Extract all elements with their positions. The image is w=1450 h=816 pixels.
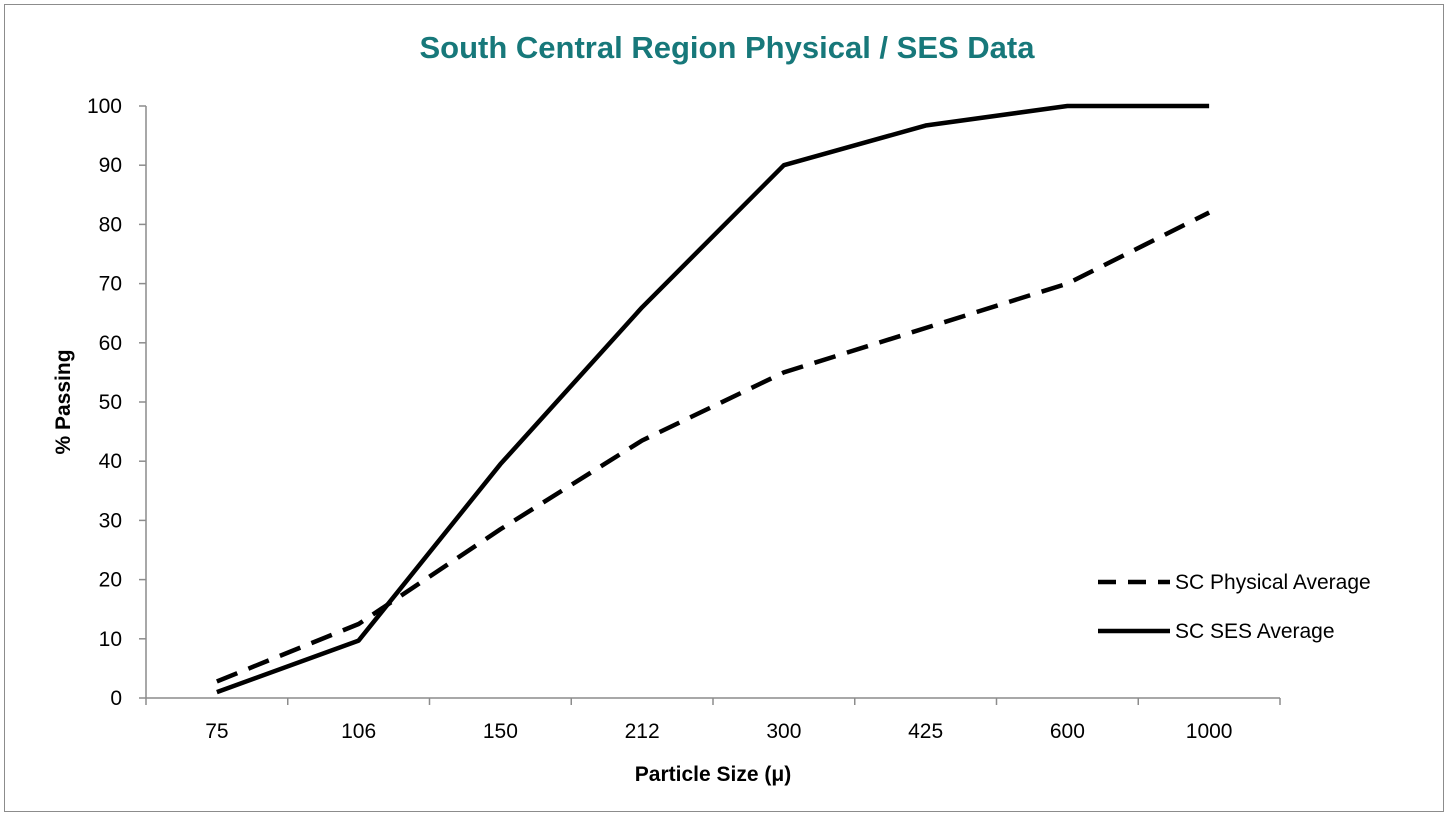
y-tick-label: 10 <box>99 628 122 651</box>
x-axis-ticks: 75 106 150 212 300 425 600 1000 <box>145 698 1281 743</box>
x-tick-label: 425 <box>908 720 943 743</box>
series-lines <box>216 103 1211 695</box>
y-tick-label: 0 <box>110 687 122 710</box>
x-tick-label: 212 <box>625 720 660 743</box>
x-tick-label: 600 <box>1050 720 1085 743</box>
legend-label: SC SES Average <box>1175 620 1335 643</box>
y-axis-ticks: 0 10 20 30 40 50 60 70 80 90 100 <box>87 95 146 710</box>
y-tick-label: 100 <box>87 95 122 118</box>
series-line <box>216 210 1211 684</box>
y-tick-label: 30 <box>99 509 122 532</box>
y-axis-title: % Passing <box>52 349 75 454</box>
x-tick-label: 150 <box>483 720 518 743</box>
x-axis-title: Particle Size (μ) <box>635 763 791 786</box>
x-tick-label: 300 <box>766 720 801 743</box>
chart-title: South Central Region Physical / SES Data <box>420 30 1036 65</box>
y-tick-label: 40 <box>99 450 122 473</box>
y-tick-label: 20 <box>99 569 122 592</box>
x-tick-label: 1000 <box>1186 720 1233 743</box>
chart-frame <box>4 4 1444 812</box>
y-tick-label: 80 <box>99 213 122 236</box>
y-tick-label: 60 <box>99 332 122 355</box>
series-line <box>216 103 1210 695</box>
x-tick-label: 106 <box>341 720 376 743</box>
y-tick-label: 90 <box>99 154 122 177</box>
y-tick-label: 70 <box>99 273 122 296</box>
legend: SC Physical Average SC SES Average <box>1098 571 1371 643</box>
legend-label: SC Physical Average <box>1175 571 1371 594</box>
y-tick-label: 50 <box>99 391 122 414</box>
x-tick-label: 75 <box>205 720 228 743</box>
